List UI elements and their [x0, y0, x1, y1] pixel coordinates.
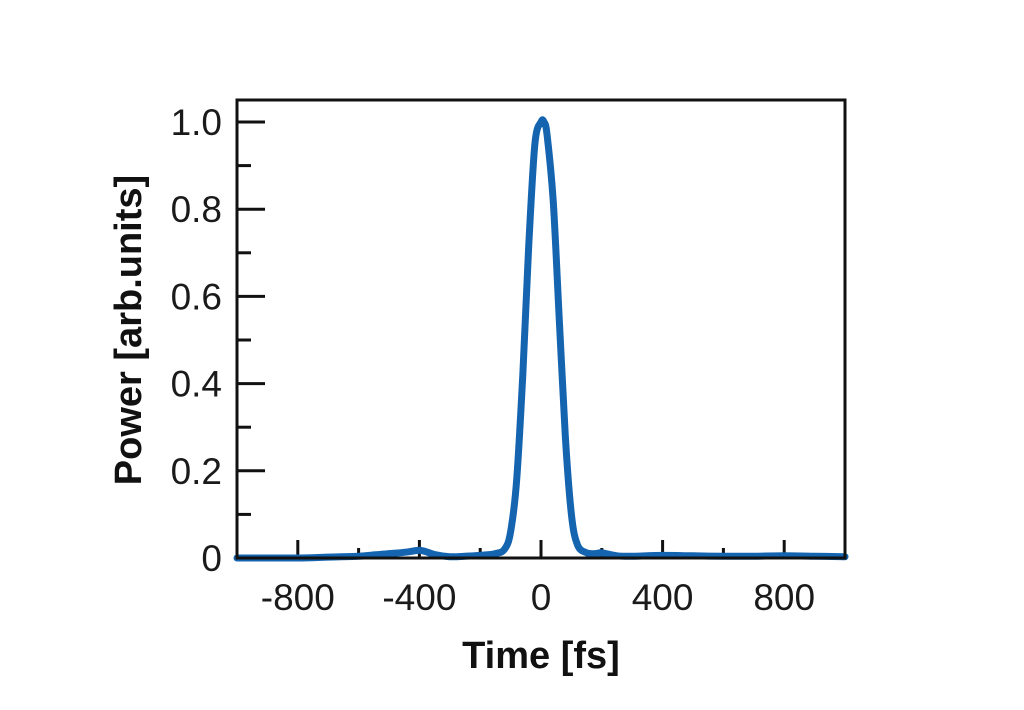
- y-tick-label: 1.0: [171, 102, 222, 143]
- x-tick-labels: -800 -400 0 400 800: [261, 577, 815, 618]
- plot-area: [233, 116, 849, 562]
- x-tick-label: 0: [531, 577, 552, 618]
- plot-frame: [235, 98, 847, 560]
- x-tick-label: 400: [632, 577, 694, 618]
- y-tick-label: 0.8: [171, 189, 222, 230]
- x-tick-label: 800: [753, 577, 815, 618]
- x-tick-label: -400: [382, 577, 456, 618]
- y-tick-label: 0: [201, 538, 222, 579]
- power-series-line: [233, 116, 849, 562]
- y-tick-label: 0.4: [171, 364, 222, 405]
- y-tick-labels: 0 0.2 0.4 0.6 0.8 1.0: [171, 102, 222, 579]
- x-tick-label: -800: [261, 577, 335, 618]
- y-axis-title: Power [arb.units]: [108, 175, 150, 485]
- y-tick-label: 0.6: [171, 276, 222, 317]
- y-tick-label: 0.2: [171, 451, 222, 492]
- x-axis-title: Time [fs]: [462, 635, 620, 677]
- axis-ticks: [237, 120, 786, 560]
